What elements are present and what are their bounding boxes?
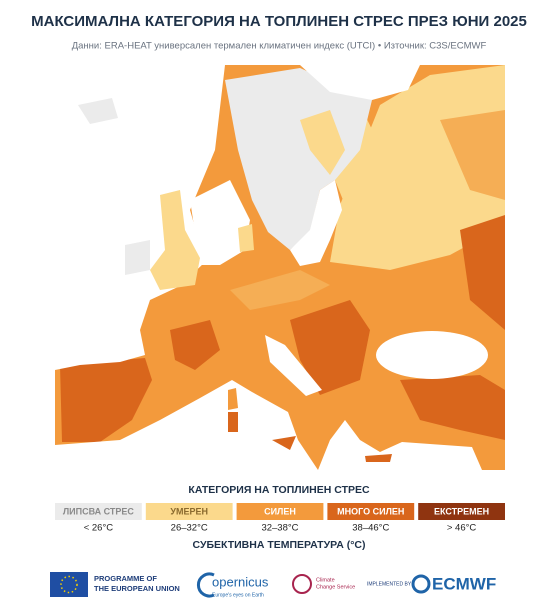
legend-swatch [55,503,142,520]
legend-axis-label: СУБЕКТИВНА ТЕМПЕРАТУРА (°C) [193,539,366,551]
legend-swatch [418,503,505,520]
legend-label: ЕКСТРЕМЕН [434,506,489,516]
ecmwf: ECMWF [432,574,496,593]
legend-label: СИЛЕН [264,506,296,516]
legend-label: ЛИПСВА СТРЕС [63,506,135,516]
legend-label: МНОГО СИЛЕН [337,506,404,516]
eu-text: THE EUROPEAN UNION [94,584,180,593]
legend-label: УМЕРЕН [170,506,208,516]
legend-swatch [327,503,415,520]
legend-range: < 26°C [84,523,114,534]
legend-range: 26–32°C [171,523,208,534]
legend: ЛИПСВА СТРЕС < 26°C УМЕРЕН 26–32°C СИЛЕН 32–3… [55,503,505,534]
subtitle: Данни: ERA-HEAT универсален термален кли… [72,41,487,52]
implemented-by: IMPLEMENTED BY [367,581,412,587]
eu-text: PROGRAMME OF [94,574,157,583]
map [55,65,505,470]
legend-range: 38–46°C [352,523,389,534]
legend-range: > 46°C [447,523,477,534]
c3s-text: Climate [316,577,335,583]
legend-range: 32–38°C [261,523,298,534]
legend-swatch [145,503,233,520]
copernicus-tag: Europe's eyes on Earth [212,592,264,598]
legend-swatch [236,503,324,520]
footer: PROGRAMME OF THE EUROPEAN UNION opernicu… [50,572,496,598]
legend-title: КАТЕГОРИЯ НА ТОПЛИНЕН СТРЕС [188,484,370,496]
title: МАКСИМАЛНА КАТЕГОРИЯ НА ТОПЛИНЕН СТРЕС П… [31,13,527,30]
c3s-text: Change Service [316,584,355,590]
copernicus: opernicus [212,574,269,589]
